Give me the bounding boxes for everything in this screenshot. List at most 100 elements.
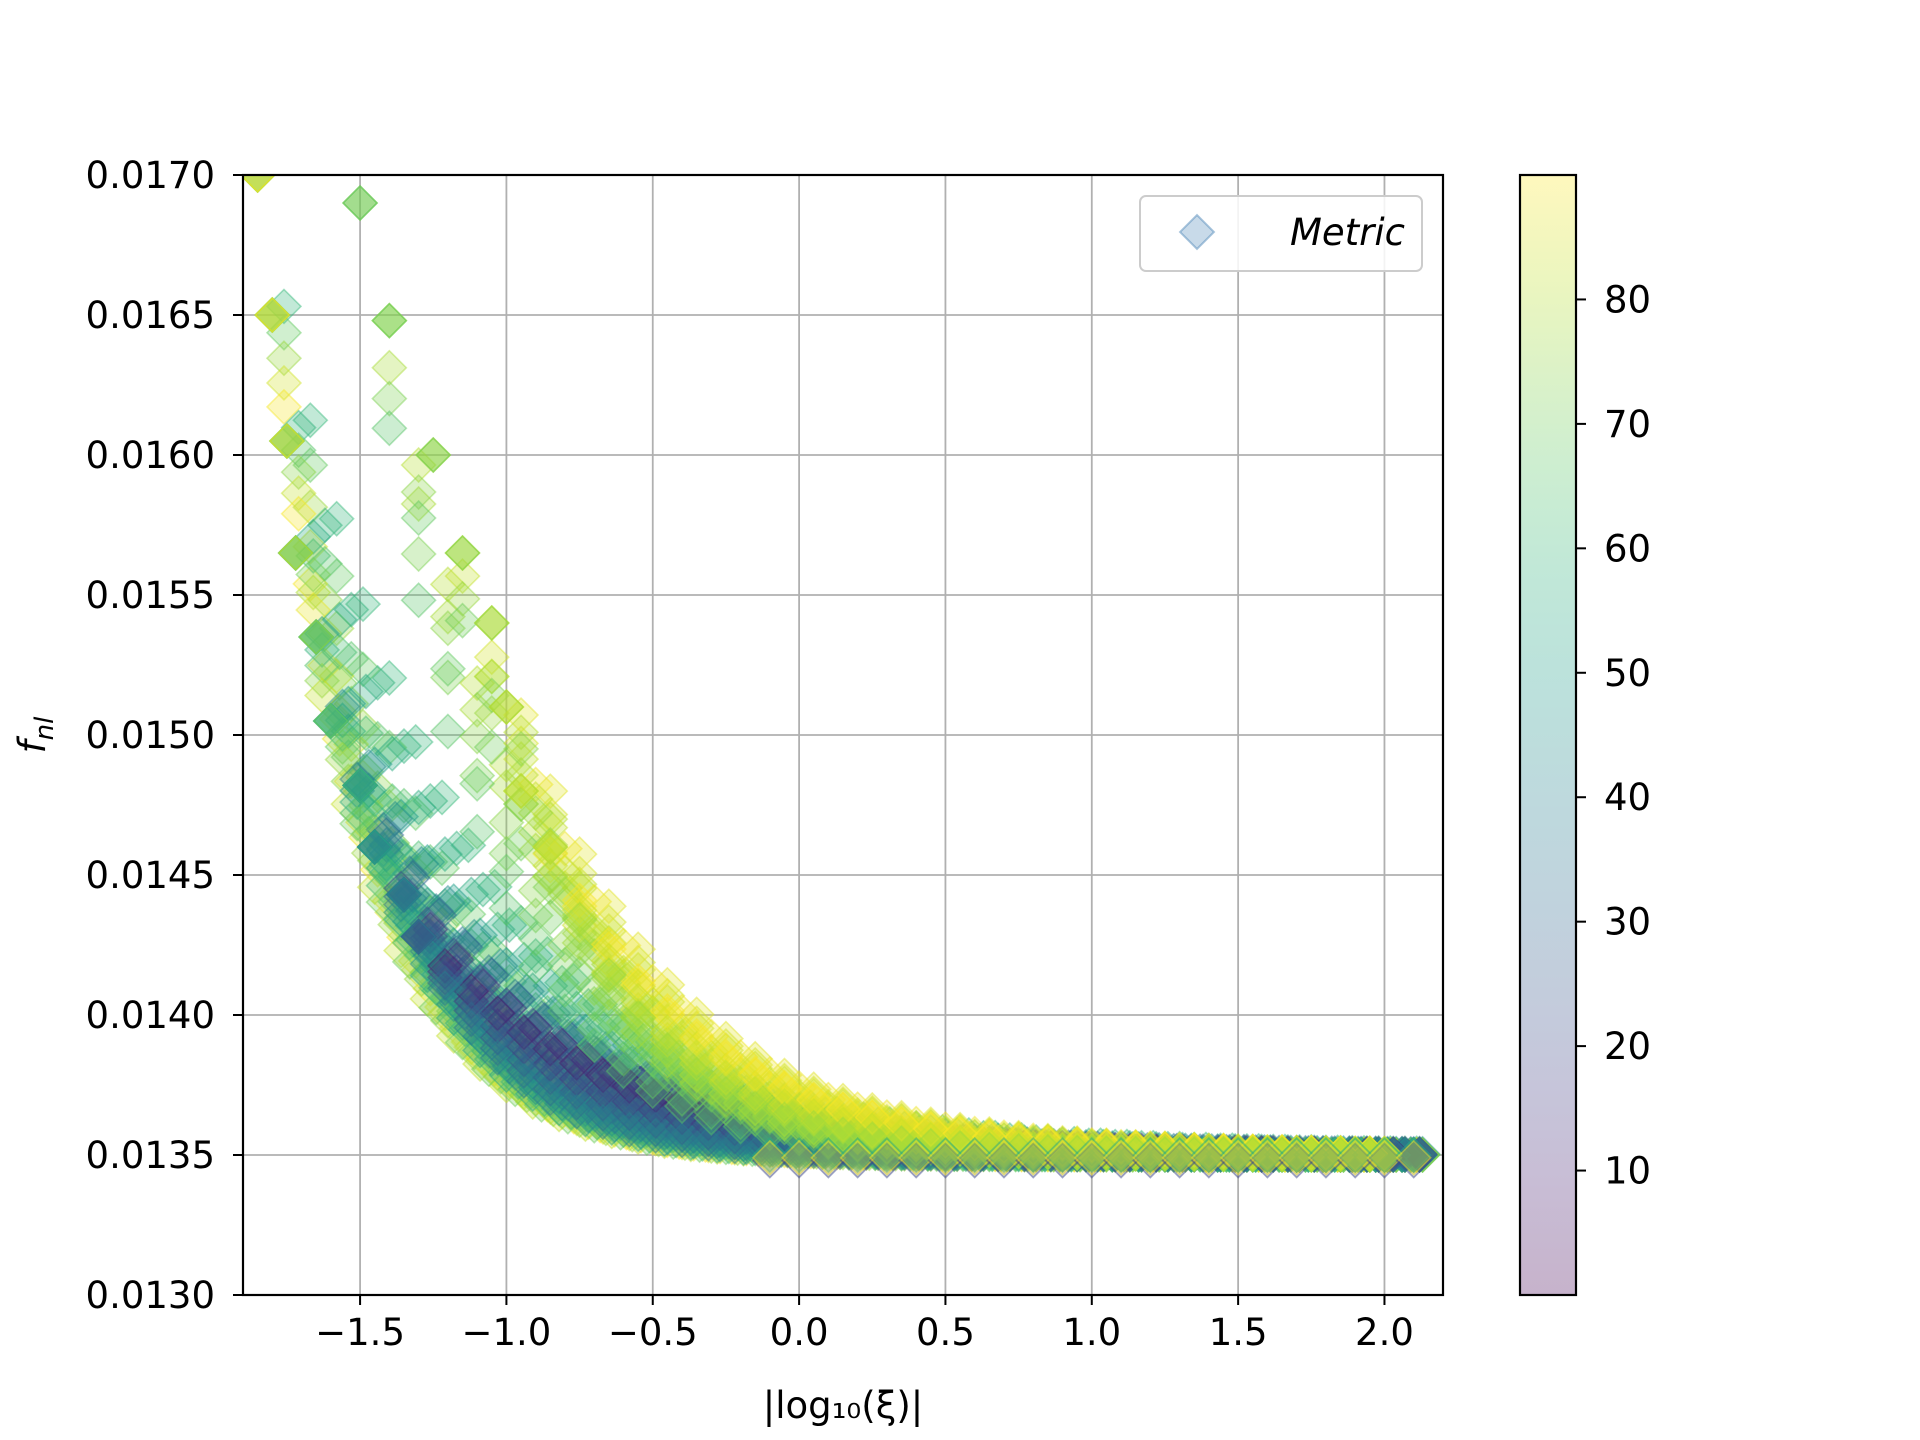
- data-point: [450, 896, 487, 933]
- data-point: [980, 1130, 1017, 1167]
- data-point: [1202, 1136, 1239, 1173]
- data-point: [754, 1127, 791, 1165]
- data-point: [1386, 1136, 1424, 1173]
- y-tick-label: 0.0150: [86, 714, 215, 757]
- data-point: [1345, 1136, 1383, 1174]
- data-point: [912, 1126, 949, 1163]
- data-point: [1214, 1136, 1251, 1173]
- data-point: [491, 963, 528, 1000]
- data-point: [543, 1075, 581, 1113]
- data-point: [1190, 1136, 1227, 1173]
- data-point: [1296, 1136, 1333, 1173]
- data-point: [243, 175, 276, 194]
- data-point: [254, 296, 291, 334]
- data-point: [1334, 1136, 1371, 1174]
- data-point: [939, 1117, 976, 1154]
- data-point: [529, 1086, 566, 1123]
- data-point: [1307, 1136, 1345, 1173]
- data-point: [514, 1012, 551, 1050]
- data-point: [687, 1126, 724, 1164]
- data-point: [491, 1038, 528, 1075]
- data-point: [1255, 1133, 1292, 1170]
- data-point: [1097, 1135, 1134, 1172]
- data-point: [412, 843, 449, 881]
- data-point: [792, 1130, 829, 1167]
- data-point: [924, 1136, 961, 1173]
- data-point: [620, 1075, 657, 1112]
- data-point: [1029, 1131, 1066, 1169]
- data-point: [438, 978, 475, 1015]
- colorbar-tick-label: 10: [1604, 1150, 1651, 1193]
- x-tick-label: −1.5: [315, 1311, 405, 1354]
- data-point: [318, 558, 355, 595]
- data-point: [795, 1115, 832, 1152]
- data-point: [754, 1120, 791, 1157]
- data-point: [608, 1114, 645, 1151]
- data-point: [728, 1116, 765, 1153]
- data-point: [713, 1095, 750, 1132]
- data-point: [795, 1125, 832, 1162]
- data-point: [1108, 1136, 1146, 1173]
- data-point: [371, 410, 408, 447]
- data-point: [1375, 1136, 1412, 1173]
- data-point: [821, 1127, 859, 1164]
- data-point: [1266, 1136, 1304, 1174]
- data-point: [751, 1091, 788, 1129]
- data-point: [265, 388, 303, 425]
- data-point: [1348, 1136, 1386, 1174]
- data-point: [1176, 1136, 1213, 1173]
- data-point: [1345, 1136, 1383, 1174]
- data-point: [265, 314, 303, 351]
- data-point: [514, 972, 551, 1009]
- data-point: [1307, 1134, 1345, 1171]
- data-point: [886, 1131, 923, 1168]
- data-point: [529, 994, 566, 1031]
- data-point: [303, 615, 341, 652]
- data-point: [1214, 1132, 1251, 1169]
- data-point: [728, 1130, 765, 1167]
- data-point: [581, 986, 619, 1023]
- data-point: [1375, 1136, 1412, 1173]
- data-point: [950, 1136, 987, 1173]
- data-point: [1059, 1127, 1096, 1164]
- x-tick-label: 0.0: [770, 1311, 829, 1354]
- data-point: [1214, 1135, 1251, 1172]
- data-point: [532, 967, 569, 1004]
- data-point: [795, 1133, 832, 1170]
- data-point: [950, 1135, 987, 1172]
- data-point: [950, 1116, 987, 1154]
- data-point: [330, 713, 367, 750]
- data-point: [581, 1092, 619, 1129]
- data-point: [924, 1132, 961, 1169]
- data-point: [699, 1076, 736, 1113]
- data-point: [344, 651, 382, 688]
- data-point: [766, 1121, 803, 1158]
- data-point: [1217, 1132, 1254, 1170]
- data-point: [517, 937, 554, 975]
- x-tick-label: 2.0: [1355, 1311, 1414, 1354]
- data-point: [423, 850, 461, 887]
- data-point: [1319, 1136, 1356, 1173]
- data-point: [675, 1053, 712, 1090]
- data-point: [716, 1100, 753, 1137]
- data-point: [795, 1096, 832, 1134]
- data-point: [1111, 1129, 1148, 1166]
- data-point: [438, 830, 475, 867]
- data-point: [292, 528, 329, 565]
- colorbar-tick-label: 40: [1604, 776, 1651, 819]
- data-point: [728, 1125, 765, 1162]
- data-point: [965, 1129, 1002, 1166]
- data-point: [344, 708, 382, 745]
- data-point: [371, 659, 408, 697]
- data-point: [1202, 1136, 1239, 1173]
- data-point: [540, 994, 578, 1031]
- y-tick-label: 0.0130: [86, 1274, 215, 1317]
- data-point: [371, 882, 408, 920]
- data-point: [1097, 1136, 1134, 1173]
- data-point: [980, 1136, 1017, 1173]
- data-point: [608, 1006, 645, 1043]
- data-point: [543, 1050, 581, 1087]
- data-point: [1255, 1136, 1292, 1174]
- data-point: [953, 1136, 990, 1173]
